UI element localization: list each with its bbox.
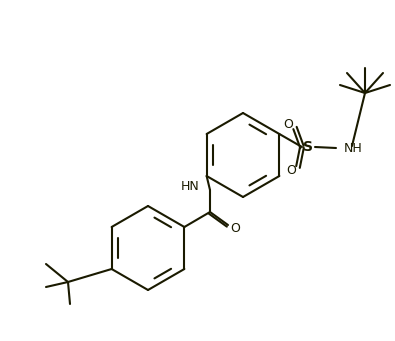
Text: O: O (283, 119, 293, 132)
Text: O: O (230, 222, 240, 235)
Text: NH: NH (344, 142, 363, 154)
Text: HN: HN (181, 180, 200, 193)
Text: O: O (286, 164, 296, 178)
Text: S: S (303, 140, 313, 154)
